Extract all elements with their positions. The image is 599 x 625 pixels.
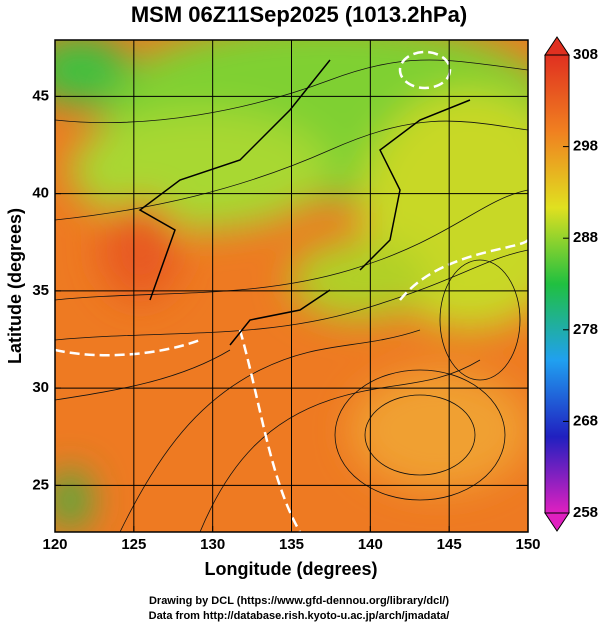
colorbar-tick-label: 258 xyxy=(573,504,598,521)
x-tick-label: 120 xyxy=(42,536,67,553)
colorbar: 258 268 278 288 298 308 xyxy=(544,36,598,532)
x-tick-label: 135 xyxy=(279,536,304,553)
y-axis-label: Latitude (degrees) xyxy=(5,208,25,364)
colorbar-extend xyxy=(544,512,570,532)
y-tick-label: 35 xyxy=(32,282,49,299)
colorbar-extend xyxy=(544,36,570,56)
colorbar-tick-label: 298 xyxy=(573,138,598,155)
chart-title: MSM 06Z11Sep2025 (1013.2hPa) xyxy=(131,2,467,27)
colorbar-tick-label: 288 xyxy=(573,229,598,246)
y-tick-label: 40 xyxy=(32,185,49,202)
colorbar-tick-label: 278 xyxy=(573,321,598,338)
y-tick-label: 25 xyxy=(32,476,49,493)
colorbar-tick-label: 308 xyxy=(573,46,598,63)
y-tick-label: 30 xyxy=(32,379,49,396)
y-tick-label: 45 xyxy=(32,87,49,104)
colorbar-tick-label: 268 xyxy=(573,412,598,429)
coastline xyxy=(138,59,471,346)
credit: Data from http://database.rish.kyoto-u.a… xyxy=(149,610,450,622)
credit: Drawing by DCL (https://www.gfd-dennou.o… xyxy=(149,595,449,607)
x-tick-label: 125 xyxy=(121,536,146,553)
x-axis-label: Longitude (degrees) xyxy=(204,559,377,579)
x-tick-label: 140 xyxy=(358,536,383,553)
colorbar-bar xyxy=(544,54,570,514)
x-tick-label: 145 xyxy=(437,536,462,553)
x-tick-label: 130 xyxy=(200,536,225,553)
x-tick-label: 150 xyxy=(515,536,540,553)
